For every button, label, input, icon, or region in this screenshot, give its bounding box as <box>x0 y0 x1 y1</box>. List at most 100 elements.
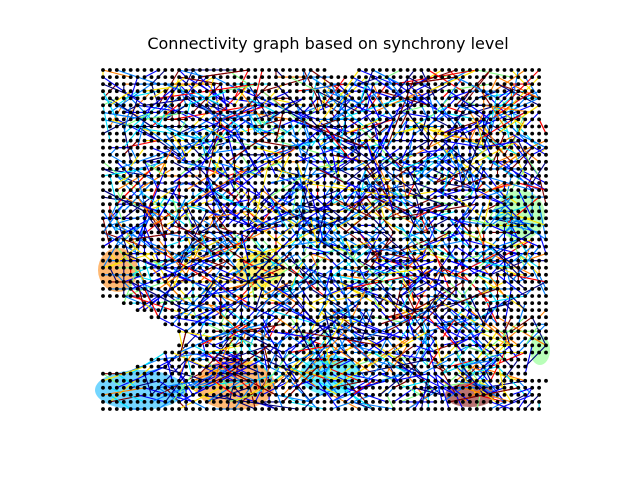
node <box>509 195 514 200</box>
edge <box>143 260 153 283</box>
edge <box>358 154 395 184</box>
edge <box>248 196 298 226</box>
edge <box>414 387 429 410</box>
node <box>288 96 292 101</box>
node <box>142 237 147 242</box>
edge <box>234 126 242 141</box>
node <box>253 272 258 277</box>
node <box>135 265 140 270</box>
edge <box>268 203 304 226</box>
node <box>530 287 535 291</box>
node <box>537 124 541 129</box>
node <box>537 103 541 108</box>
node <box>516 223 521 228</box>
node <box>198 315 202 320</box>
node <box>163 110 168 115</box>
edge <box>130 352 166 375</box>
edge <box>324 387 339 396</box>
node <box>301 195 306 200</box>
node <box>364 209 368 214</box>
node <box>322 364 327 369</box>
edge <box>400 387 436 403</box>
node <box>433 138 438 143</box>
node <box>516 301 521 305</box>
node <box>308 329 313 334</box>
node <box>149 195 154 200</box>
node <box>225 167 230 171</box>
node <box>419 96 424 101</box>
node <box>391 117 396 122</box>
node <box>530 209 535 214</box>
node <box>149 216 154 221</box>
node <box>253 124 258 129</box>
node <box>232 117 237 122</box>
node <box>481 322 486 327</box>
node <box>225 202 230 207</box>
node <box>128 152 133 157</box>
node <box>218 294 223 298</box>
node <box>537 343 541 348</box>
node <box>177 322 182 327</box>
node <box>204 124 209 129</box>
node <box>101 68 105 72</box>
edge <box>241 83 263 99</box>
node <box>288 280 292 284</box>
node <box>232 68 237 72</box>
edge <box>185 140 208 163</box>
node <box>329 124 334 129</box>
node <box>530 89 535 94</box>
node <box>253 329 258 334</box>
node <box>530 167 535 171</box>
node <box>433 89 438 94</box>
edge <box>504 196 540 226</box>
node <box>260 216 265 221</box>
node <box>495 117 500 122</box>
node <box>357 110 361 115</box>
node <box>329 202 334 207</box>
node <box>253 230 258 235</box>
node <box>419 322 424 327</box>
edge <box>441 118 484 142</box>
edge <box>317 90 360 113</box>
node <box>177 265 182 270</box>
node <box>163 308 168 312</box>
edge <box>365 182 374 198</box>
node <box>246 209 251 214</box>
node <box>454 336 458 341</box>
edge <box>407 90 436 99</box>
node <box>253 131 258 136</box>
node <box>343 237 348 242</box>
node <box>391 167 396 171</box>
node <box>336 96 341 101</box>
edge <box>490 104 526 127</box>
edge <box>227 83 277 106</box>
node <box>108 103 112 108</box>
node <box>426 174 431 178</box>
node <box>101 280 105 284</box>
node <box>198 174 202 178</box>
node <box>440 145 445 150</box>
node <box>184 308 189 312</box>
node <box>281 364 285 369</box>
node <box>253 287 258 291</box>
node <box>198 216 202 221</box>
node <box>232 96 237 101</box>
edge <box>164 387 187 410</box>
edge <box>517 387 533 410</box>
node <box>364 272 368 277</box>
node <box>474 223 479 228</box>
node <box>426 364 431 369</box>
node <box>108 294 112 298</box>
node <box>329 336 334 341</box>
node <box>398 258 403 263</box>
node <box>274 188 278 193</box>
node <box>343 287 348 291</box>
node <box>322 216 327 221</box>
node <box>384 82 389 86</box>
edge <box>206 352 242 375</box>
node <box>454 68 458 72</box>
node <box>398 336 403 341</box>
node <box>364 322 368 327</box>
node <box>371 308 375 312</box>
node <box>502 181 507 185</box>
